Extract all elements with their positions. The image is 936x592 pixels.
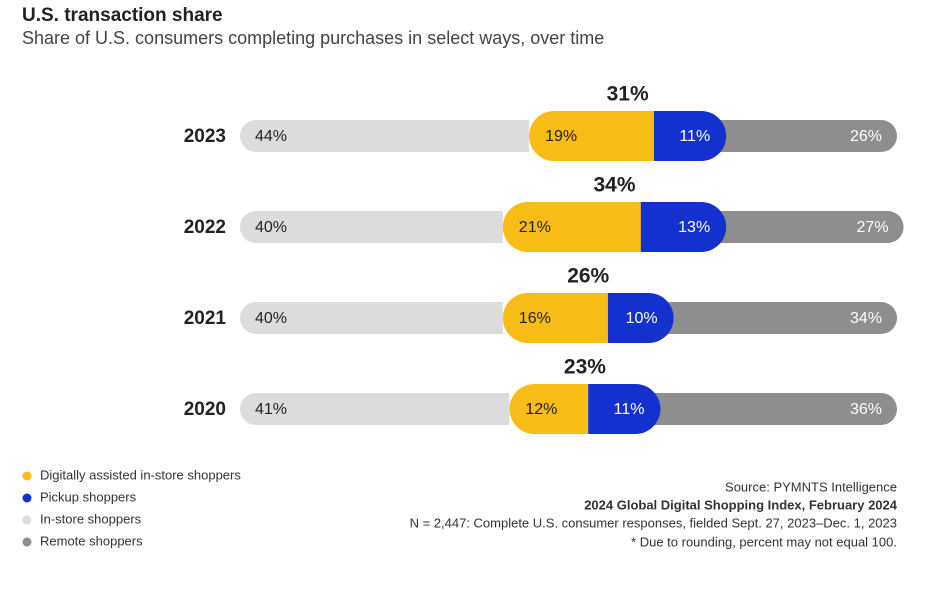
value-label: 10%	[626, 310, 658, 327]
legend-label: In-store shoppers	[40, 511, 142, 526]
bar-segment	[529, 111, 654, 161]
value-label: 27%	[857, 219, 889, 236]
total-label: 31%	[607, 83, 649, 106]
value-label: 26%	[850, 128, 882, 145]
y-tick-label: 2021	[184, 308, 227, 329]
value-label: 36%	[850, 401, 882, 418]
total-label: 23%	[564, 356, 606, 379]
value-label: 12%	[525, 401, 557, 418]
bar-segment	[240, 211, 503, 243]
value-label: 44%	[255, 128, 287, 145]
total-label: 26%	[567, 265, 609, 288]
value-label: 13%	[678, 219, 710, 236]
legend-swatch	[22, 515, 32, 525]
legend-label: Digitally assisted in-store shoppers	[40, 467, 241, 482]
bar-segment	[648, 302, 897, 334]
legend-label: Pickup shoppers	[40, 489, 137, 504]
note: 2024 Global Digital Shopping Index, Febr…	[584, 497, 898, 512]
value-label: 40%	[255, 219, 287, 236]
bar-segment	[701, 120, 897, 152]
legend-swatch	[22, 493, 32, 503]
chart-subtitle: Share of U.S. consumers completing purch…	[22, 28, 604, 48]
note: Source: PYMNTS Intelligence	[725, 479, 897, 494]
value-label: 21%	[519, 219, 551, 236]
bar-segment	[701, 211, 904, 243]
bar-segment	[653, 111, 727, 161]
y-tick-label: 2022	[184, 217, 226, 238]
bar-segment	[502, 293, 608, 343]
bar-segment	[509, 384, 589, 434]
bar-segment	[502, 202, 641, 252]
value-label: 34%	[850, 310, 882, 327]
legend-swatch	[22, 537, 32, 547]
y-tick-label: 2020	[184, 399, 226, 420]
value-label: 40%	[255, 310, 287, 327]
note: * Due to rounding, percent may not equal…	[631, 534, 897, 549]
chart-title: U.S. transaction share	[22, 5, 223, 26]
legend-swatch	[22, 471, 32, 481]
note: N = 2,447: Complete U.S. consumer respon…	[410, 515, 897, 530]
value-label: 19%	[545, 128, 577, 145]
value-label: 11%	[614, 401, 645, 418]
total-label: 34%	[593, 174, 635, 197]
bar-segment	[240, 120, 530, 152]
bar-segment	[607, 293, 674, 343]
bar-segment	[635, 393, 897, 425]
bar-segment	[640, 202, 727, 252]
y-tick-label: 2023	[184, 126, 226, 147]
bar-segment	[240, 393, 510, 425]
bar-segment	[588, 384, 661, 434]
value-label: 11%	[679, 128, 710, 145]
value-label: 41%	[255, 401, 287, 418]
bar-segment	[240, 302, 503, 334]
value-label: 16%	[519, 310, 551, 327]
legend-label: Remote shoppers	[40, 533, 143, 548]
